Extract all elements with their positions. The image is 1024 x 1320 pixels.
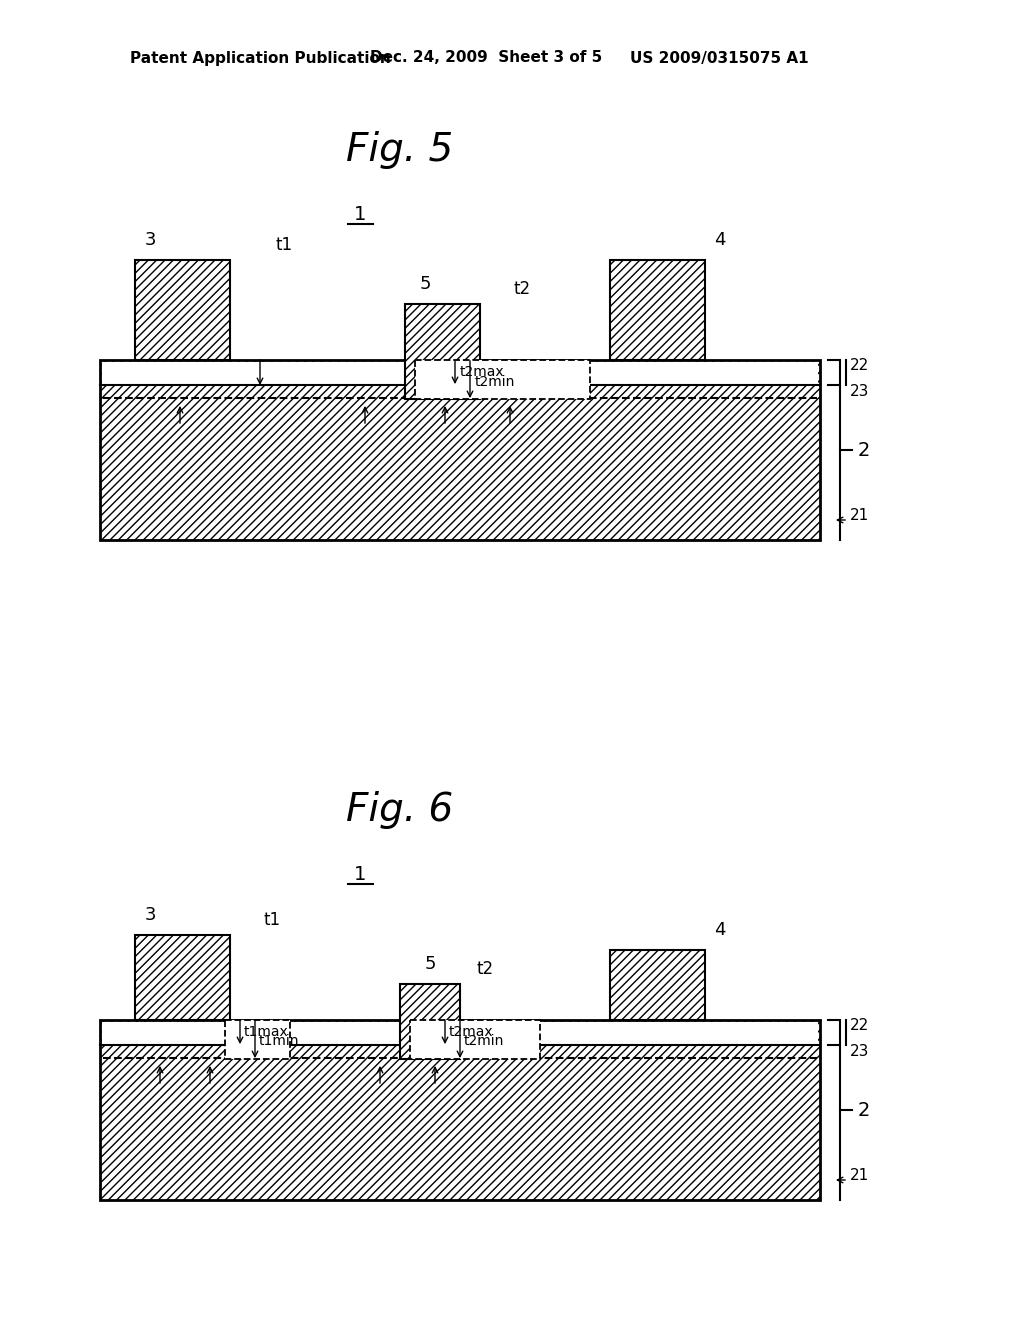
Text: 22: 22: [850, 358, 869, 372]
Bar: [225, 1020, 290, 1059]
Text: t1: t1: [263, 911, 281, 929]
Bar: [610, 260, 705, 360]
Text: t1max: t1max: [244, 1026, 289, 1039]
Text: 21: 21: [850, 1167, 869, 1183]
Text: 2: 2: [858, 1101, 870, 1119]
Bar: [102, 362, 818, 385]
Text: 3: 3: [144, 906, 156, 924]
Bar: [135, 260, 230, 360]
Text: 4: 4: [715, 231, 726, 249]
Text: 1: 1: [354, 866, 367, 884]
Text: 1: 1: [354, 206, 367, 224]
Text: t2min: t2min: [475, 375, 515, 389]
Text: 3: 3: [144, 231, 156, 249]
Text: 4: 4: [715, 921, 726, 939]
Text: Dec. 24, 2009  Sheet 3 of 5: Dec. 24, 2009 Sheet 3 of 5: [370, 50, 602, 66]
Bar: [100, 360, 820, 540]
Bar: [100, 1020, 820, 1200]
Text: t2: t2: [513, 280, 530, 298]
Bar: [400, 983, 460, 1059]
Text: Patent Application Publication: Patent Application Publication: [130, 50, 391, 66]
Text: t2min: t2min: [464, 1034, 505, 1048]
Text: t2max: t2max: [460, 366, 505, 379]
Text: t2: t2: [476, 960, 494, 978]
Text: 5: 5: [419, 275, 431, 293]
Bar: [406, 304, 480, 399]
Text: 21: 21: [850, 507, 869, 523]
Text: Fig. 5: Fig. 5: [346, 131, 454, 169]
Bar: [415, 360, 590, 399]
Text: t1: t1: [275, 236, 292, 253]
Text: t1min: t1min: [259, 1034, 299, 1048]
Bar: [135, 935, 230, 1020]
Bar: [410, 1020, 540, 1059]
Bar: [610, 950, 705, 1020]
Text: Fig. 6: Fig. 6: [346, 791, 454, 829]
Text: 23: 23: [850, 1044, 869, 1060]
Text: US 2009/0315075 A1: US 2009/0315075 A1: [630, 50, 809, 66]
Text: 23: 23: [850, 384, 869, 400]
Text: t2max: t2max: [449, 1026, 494, 1039]
Text: 22: 22: [850, 1018, 869, 1032]
Text: 5: 5: [424, 954, 436, 973]
Bar: [102, 1022, 818, 1045]
Text: 2: 2: [858, 441, 870, 459]
